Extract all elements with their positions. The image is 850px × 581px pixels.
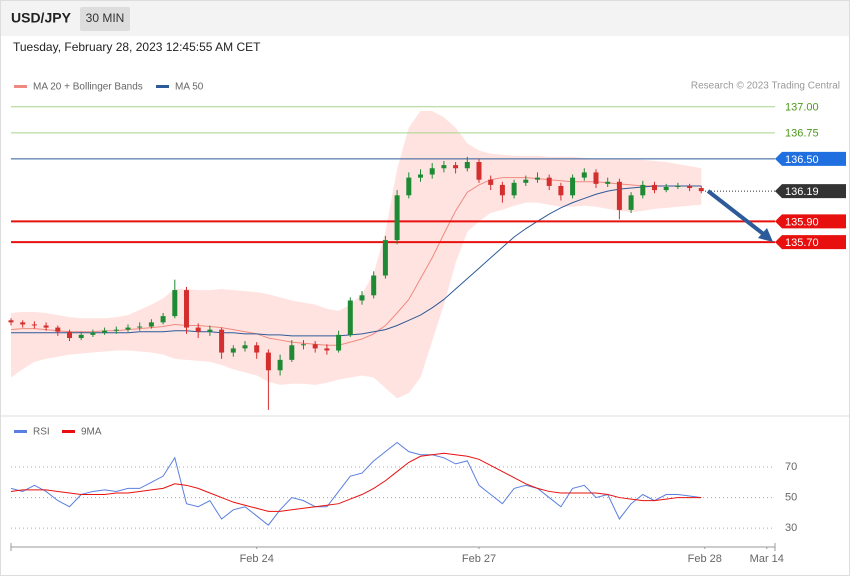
candle-body <box>324 348 330 351</box>
candle-body <box>55 327 61 332</box>
timestamp: Tuesday, February 28, 2023 12:45:55 AM C… <box>13 40 261 54</box>
candle-body <box>90 332 96 335</box>
legend-swatch <box>14 85 27 88</box>
candle-body <box>242 345 248 349</box>
candle-body <box>347 300 353 335</box>
candle-body <box>183 290 189 328</box>
candle-body <box>336 334 342 351</box>
candle-body <box>499 184 505 196</box>
candle-body <box>453 165 459 169</box>
x-tick-label: Feb 24 <box>240 553 274 565</box>
candle-body <box>254 345 260 353</box>
legend-label: RSI <box>33 427 50 438</box>
candle-body <box>476 162 482 180</box>
level-label: 136.50 <box>785 154 819 166</box>
candle-body <box>441 165 447 169</box>
moving-average <box>10 177 702 346</box>
candle-body <box>195 327 201 332</box>
candle-body <box>663 186 669 191</box>
candle-body <box>312 344 318 349</box>
y-tick-label: 50 <box>785 491 797 503</box>
candle-body <box>546 177 552 186</box>
candle-body <box>628 195 634 210</box>
candle-body <box>651 184 657 191</box>
x-tick-label: Feb 28 <box>688 553 722 565</box>
candle-body <box>464 162 470 169</box>
candle-body <box>605 181 611 184</box>
line-series <box>10 441 702 526</box>
candle-body <box>488 179 494 185</box>
legend-swatch <box>156 85 169 88</box>
candle-body <box>406 177 412 196</box>
candle-body <box>230 348 236 353</box>
candle-body <box>417 174 423 178</box>
bollinger-band <box>11 110 702 399</box>
forecast-arrow <box>706 189 768 238</box>
candle-body <box>207 329 213 332</box>
interval[interactable]: 30 MIN <box>86 11 125 25</box>
candle-body <box>429 168 435 175</box>
legend-label: MA 20 + Bollinger Bands <box>33 82 143 93</box>
candle-body <box>593 172 599 184</box>
candle-body <box>66 331 72 338</box>
candle-body <box>125 327 131 330</box>
candle-body <box>382 240 388 276</box>
legend-label: MA 50 <box>175 82 204 93</box>
legend-swatch <box>62 430 75 433</box>
candle-body <box>277 359 283 371</box>
level-label: 135.70 <box>785 237 819 249</box>
level-label: 136.75 <box>785 128 819 140</box>
level-tag <box>775 235 846 250</box>
candle-body <box>102 330 108 333</box>
candle-body <box>570 177 576 196</box>
candle-body <box>78 334 84 338</box>
candle-body <box>616 181 622 210</box>
legend-swatch <box>14 430 27 433</box>
level-tag <box>775 151 846 166</box>
candle-body <box>172 290 178 317</box>
candle-body <box>137 326 143 328</box>
candle-body <box>581 172 587 178</box>
candle-body <box>687 185 693 189</box>
line-series <box>10 452 702 512</box>
candle-body <box>148 322 154 327</box>
candle-body <box>640 184 646 196</box>
candle-body <box>20 322 26 325</box>
x-tick-label: Mar 14 <box>750 553 784 565</box>
x-tick-label: Feb 27 <box>462 553 496 565</box>
candle-body <box>698 188 704 192</box>
candle-body <box>113 329 119 331</box>
candle-body <box>558 185 564 196</box>
level-tag <box>775 184 846 199</box>
candle-body <box>534 177 540 180</box>
y-tick-label: 30 <box>785 522 797 534</box>
y-tick-label: 70 <box>785 461 797 473</box>
header-bar <box>1 1 849 36</box>
candle-body <box>289 345 295 360</box>
level-label: 136.19 <box>785 186 819 198</box>
candle-body <box>300 344 306 346</box>
candle-body <box>675 185 681 187</box>
candle-body <box>359 295 365 301</box>
legend-label: 9MA <box>81 427 102 438</box>
candle-body <box>219 329 225 353</box>
interval-box[interactable] <box>80 7 130 31</box>
candle-body <box>8 320 14 323</box>
candle-body <box>160 316 166 323</box>
level-label: 137.00 <box>785 102 819 114</box>
candle-body <box>371 275 377 296</box>
candle-body <box>511 182 517 196</box>
candle-body <box>523 179 529 183</box>
level-tag <box>775 214 846 229</box>
candle-body <box>31 324 37 326</box>
level-label: 135.90 <box>785 216 819 228</box>
candle-body <box>43 325 49 328</box>
candle-body <box>394 195 400 241</box>
credit: Research © 2023 Trading Central <box>691 81 840 92</box>
symbol: USD/JPY <box>11 10 72 26</box>
candle-body <box>265 352 271 371</box>
moving-average <box>11 185 702 337</box>
forecast-arrowhead <box>758 228 773 242</box>
